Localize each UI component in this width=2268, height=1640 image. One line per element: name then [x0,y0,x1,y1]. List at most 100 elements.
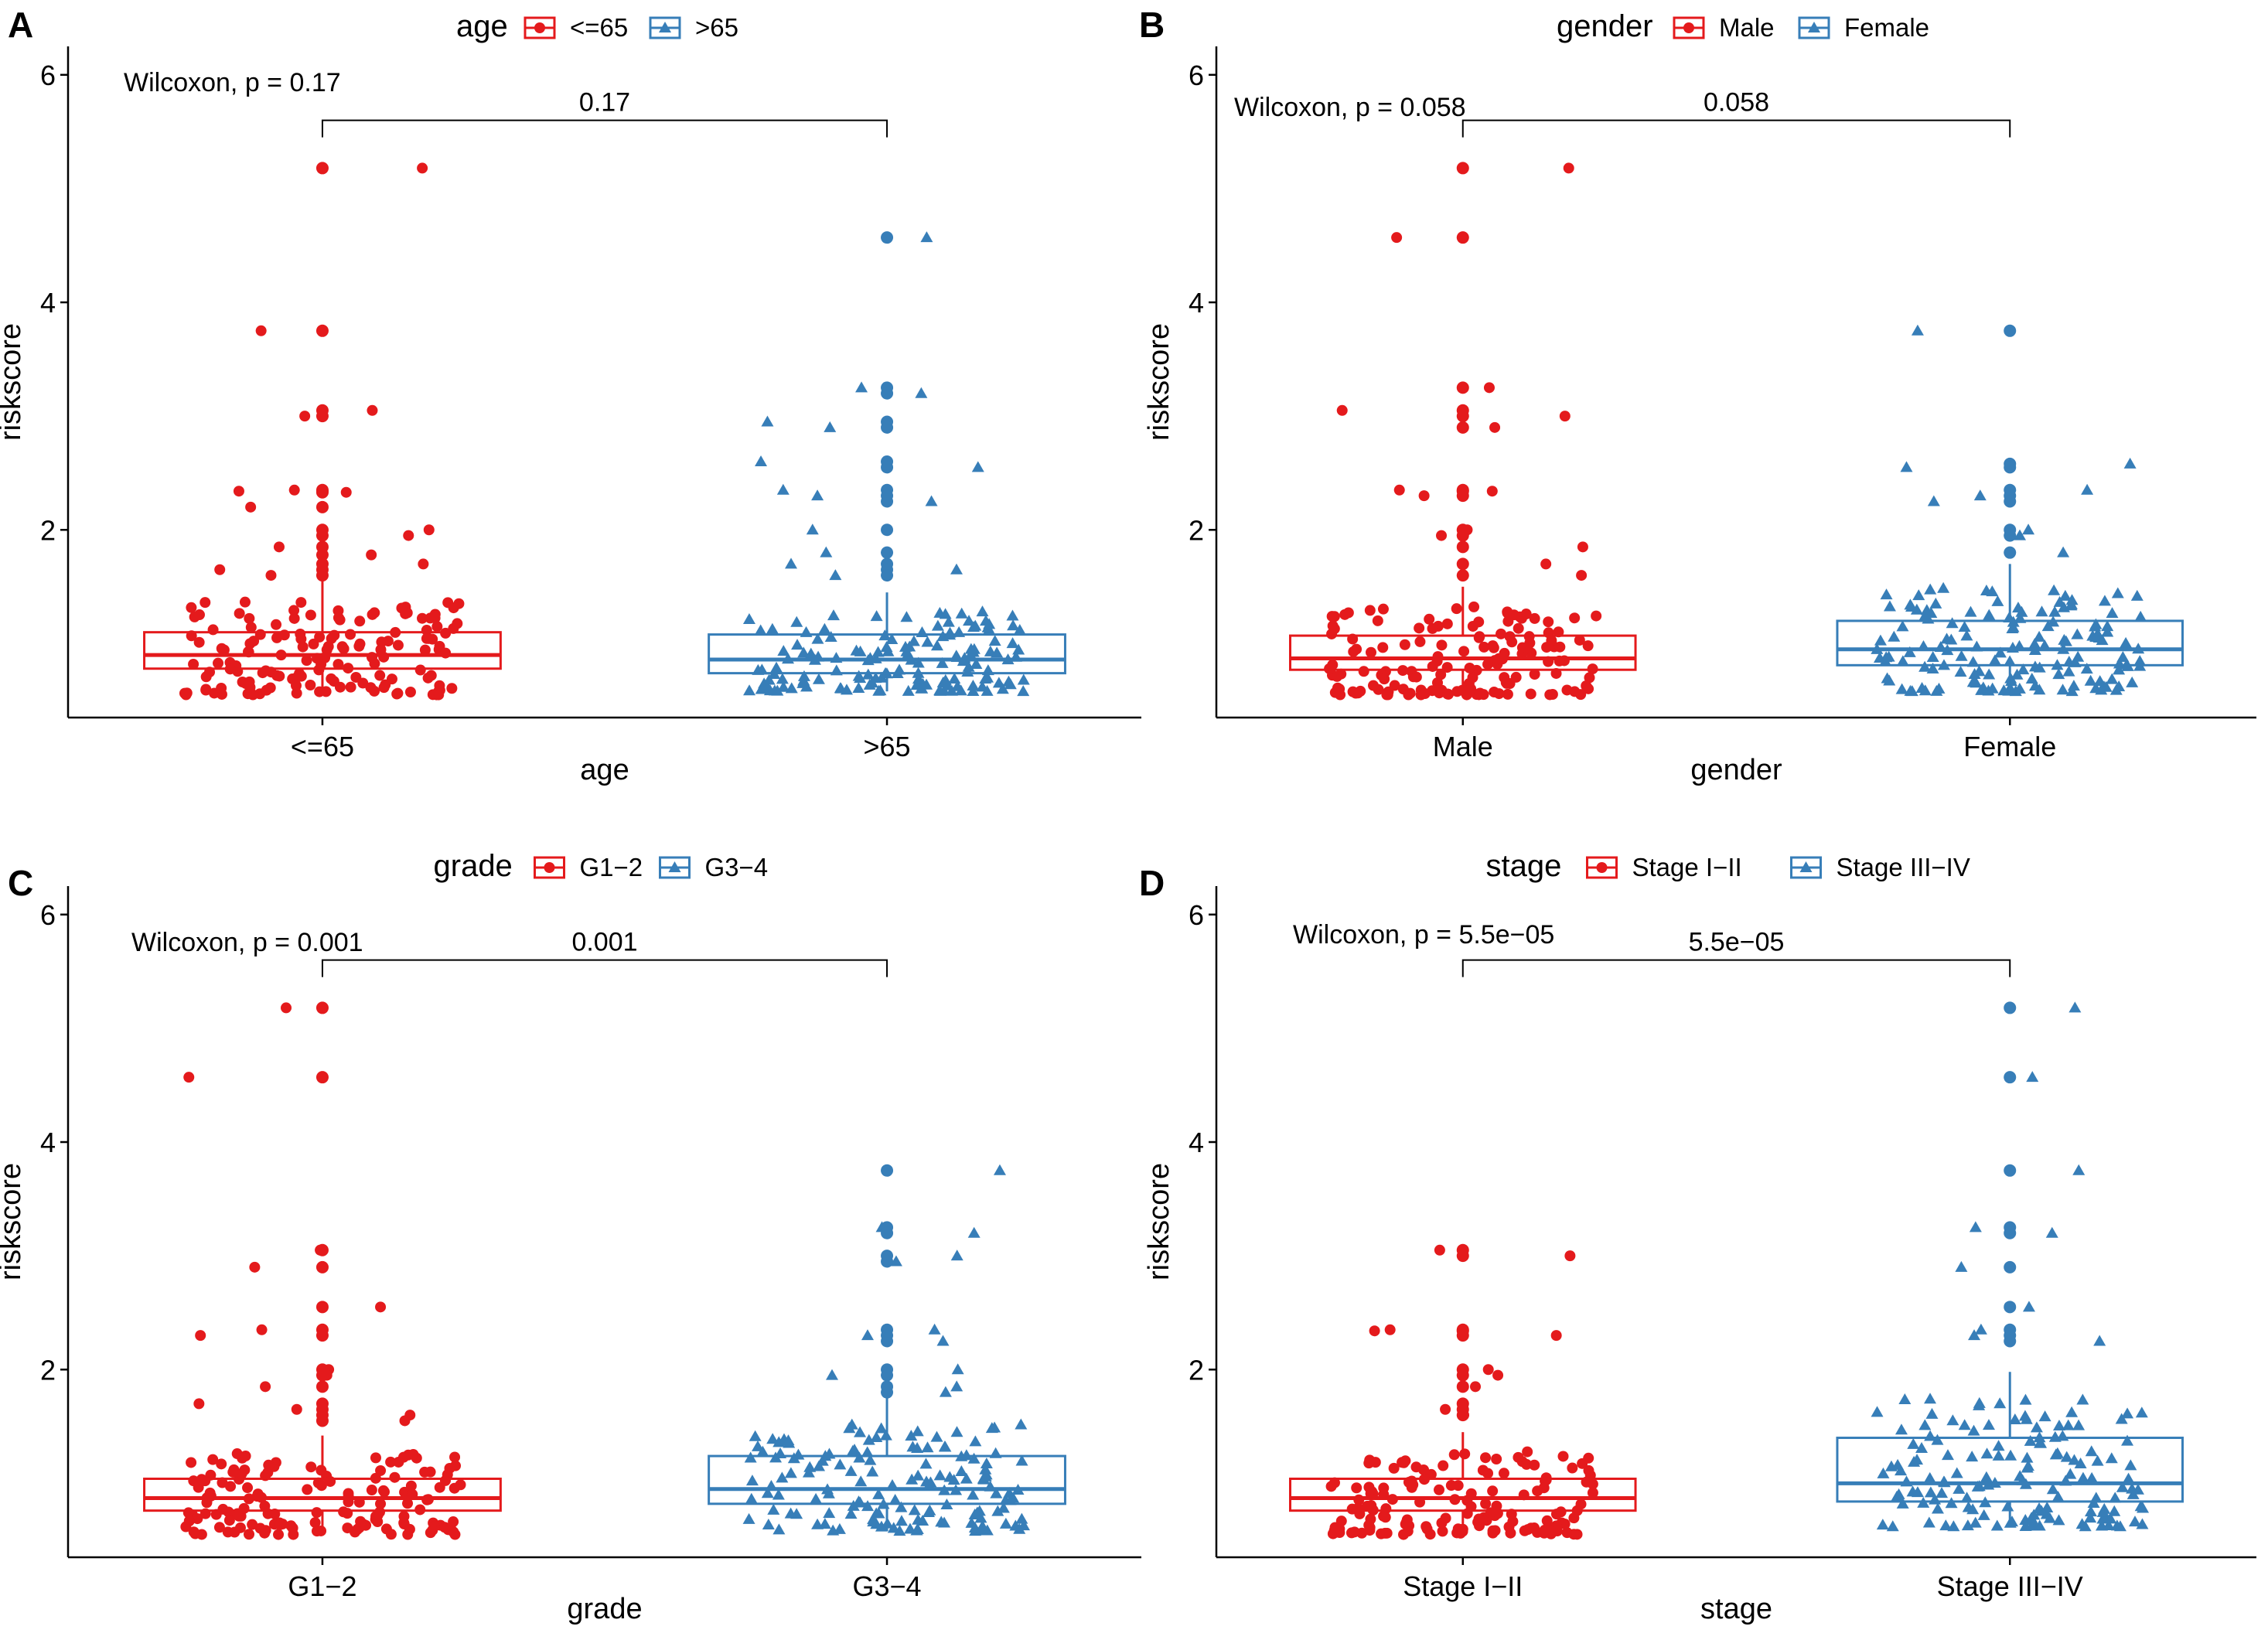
data-point [392,687,404,699]
data-point [423,632,435,644]
data-point [824,421,837,432]
data-point [2101,620,2114,632]
legend-key-1 [1673,16,1705,39]
data-point [971,461,984,472]
x-tick-label: Male [1433,731,1493,762]
data-point [752,1440,765,1451]
data-point [967,685,980,697]
data-point [2121,1434,2134,1446]
data-point [935,1516,948,1527]
y-tick-label: 4 [40,1127,56,1158]
data-point [1013,623,1026,635]
data-point [1576,570,1588,581]
data-point [1905,685,1918,697]
data-point [2068,1001,2082,1013]
data-point [882,645,895,656]
outlier-point [881,1386,894,1399]
outlier-point [1456,1329,1469,1342]
data-point [2007,621,2020,632]
data-point [1973,1399,1986,1410]
data-point [2041,620,2055,632]
data-point [195,1330,206,1342]
x-tick-label: G3−4 [853,1570,922,1602]
data-point [1003,1487,1016,1499]
data-point [274,670,285,682]
data-point [1482,659,1494,670]
data-point [423,524,435,536]
data-point [1976,681,1990,693]
x-tick-label: Stage I−II [1403,1570,1523,1602]
data-point [244,681,256,693]
data-point [315,1480,327,1492]
data-point [1510,671,1522,683]
data-point [1547,688,1558,700]
data-point [375,644,387,656]
legend-key-circle-marker [1596,862,1608,873]
legend: grade G1−2 G3−4 [434,849,769,883]
data-point [2052,1420,2065,1431]
data-point [1983,668,1996,680]
data-point [772,1523,786,1535]
data-point [2028,680,2041,691]
data-point [271,619,282,630]
data-point [389,1471,401,1483]
data-point [2021,1451,2034,1463]
outliers [315,1001,329,1427]
outlier-point [315,1001,329,1014]
data-point [1465,1501,1477,1512]
data-point [1980,1471,1993,1482]
data-point [756,1445,769,1457]
data-point [366,549,377,561]
data-point [823,1507,836,1519]
data-point [354,615,366,627]
data-point [1358,666,1369,677]
legend-key-triangle-marker [1808,22,1820,32]
data-point [338,1506,350,1518]
data-point [1418,490,1430,502]
data-point [256,1324,268,1335]
data-point [1436,1517,1448,1529]
data-point [991,1505,1004,1516]
outlier-point [881,1255,894,1268]
legend-key-2 [1790,856,1822,879]
data-point [372,1509,384,1521]
data-point [334,614,346,626]
data-point [263,1459,275,1471]
data-point [1932,682,1946,694]
bracket-line [321,959,888,977]
data-point [254,629,266,640]
outlier-point [1456,1409,1469,1422]
data-point [1328,611,1340,622]
box [1836,564,2184,692]
data-point [834,1458,847,1470]
data-point [776,483,790,495]
data-point [1945,633,1958,645]
data-point [2084,1505,2097,1517]
data-point [866,1465,879,1477]
data-point [287,1522,298,1534]
data-point [1513,1451,1524,1463]
data-point [2098,595,2111,606]
wilcoxon-label: Wilcoxon, p = 0.058 [1234,93,1466,122]
outliers [315,162,329,582]
outlier-point [1456,540,1469,554]
data-point [936,676,950,687]
box-iqr [143,631,502,670]
bracket-line [1461,119,2011,138]
data-point [1967,1424,1980,1436]
data-point [1434,1484,1445,1495]
outlier-point [2004,1301,2017,1314]
data-point [1498,1468,1509,1479]
data-point [974,1512,987,1523]
data-point [1519,1525,1530,1536]
data-point [1986,682,1999,694]
series-1 [1288,1243,1637,1540]
data-point [297,641,309,653]
data-point [1937,581,1950,593]
data-point [207,1454,219,1465]
data-point [259,1527,271,1539]
data-point [1532,1485,1543,1497]
outlier-point [881,523,894,537]
data-point [2076,1471,2089,1483]
